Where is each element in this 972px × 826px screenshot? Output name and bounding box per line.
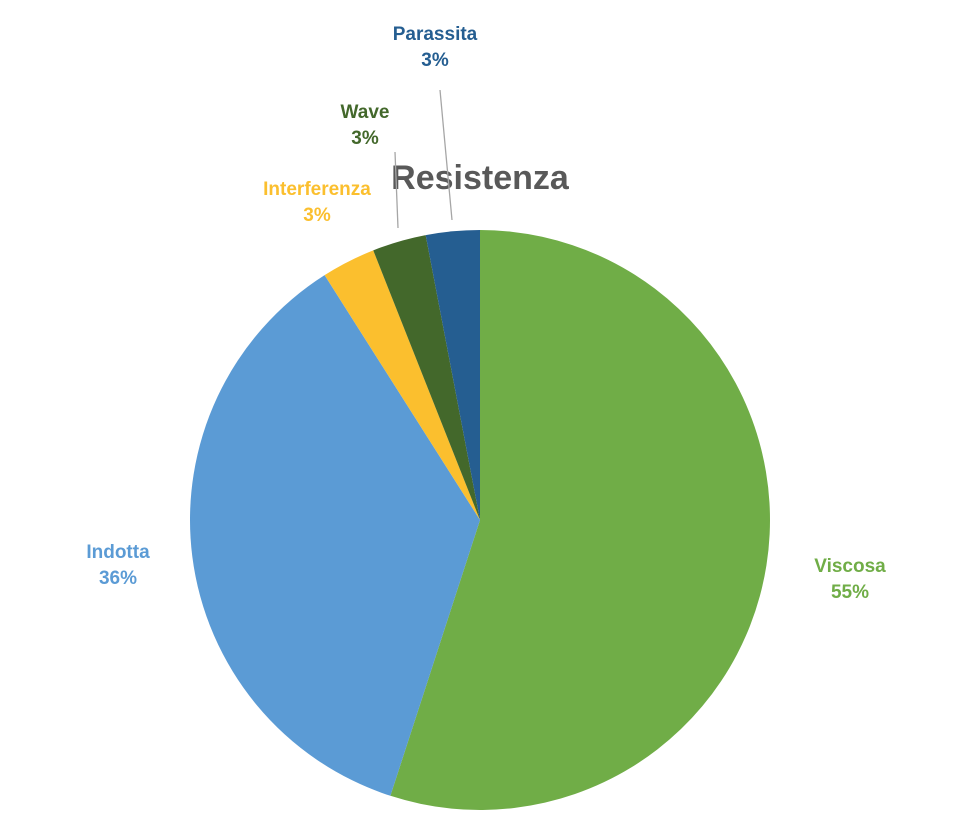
- slice-value-label: 55%: [831, 582, 869, 603]
- slice-label: Indotta: [86, 542, 150, 563]
- leader-line: [394, 151, 399, 229]
- pie-slice: [324, 250, 480, 521]
- slice-label: Parassita: [393, 24, 478, 45]
- pie-slice: [190, 275, 481, 796]
- leader-line: [439, 89, 453, 221]
- slice-label: Wave: [341, 102, 390, 123]
- pie-slice: [373, 235, 480, 520]
- slice-label: Viscosa: [814, 556, 886, 577]
- slice-value-label: 3%: [421, 50, 449, 71]
- slice-value-label: 36%: [99, 568, 137, 589]
- slice-value-label: 3%: [303, 205, 331, 226]
- pie-slice: [425, 230, 480, 520]
- pie-slice: [390, 230, 771, 811]
- chart-title: Resistenza: [391, 159, 570, 197]
- slice-value-label: 3%: [351, 128, 379, 149]
- slice-label: Interferenza: [263, 179, 371, 200]
